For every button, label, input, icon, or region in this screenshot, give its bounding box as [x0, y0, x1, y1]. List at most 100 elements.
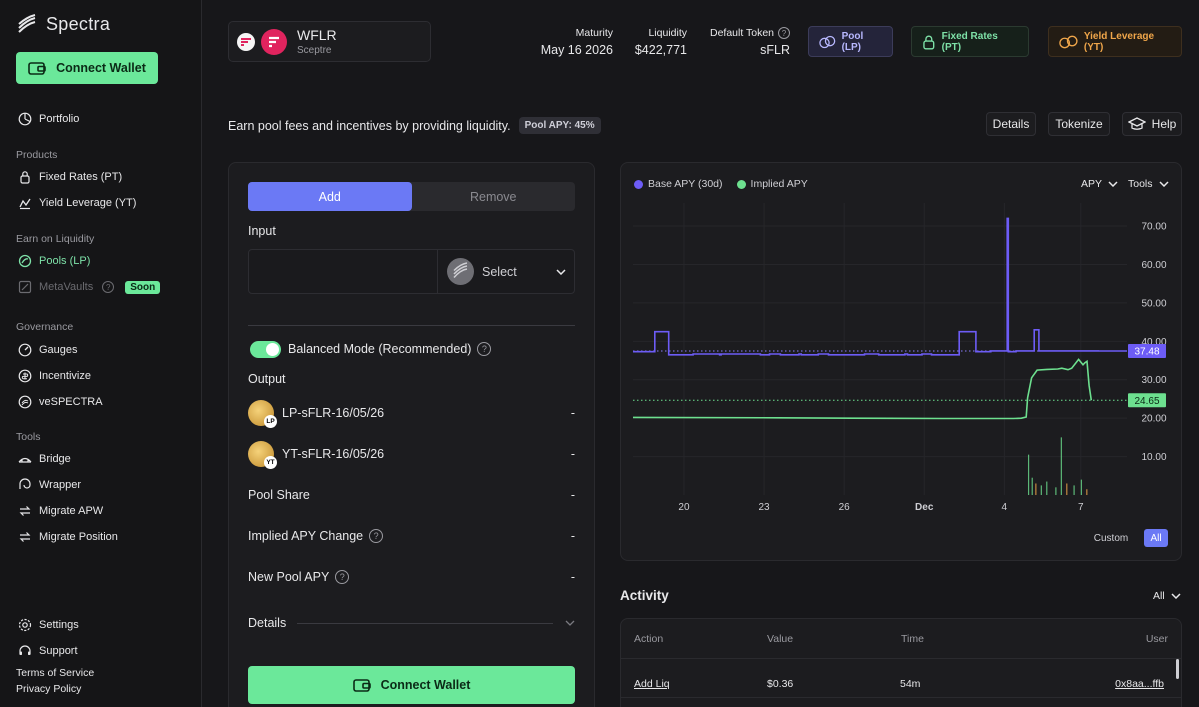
sidebar-item-metavaults: MetaVaults ? Soon: [18, 280, 161, 294]
volume-bar: [1055, 487, 1057, 495]
help-button-label: Help: [1151, 117, 1177, 131]
activity-filter-label: All: [1153, 590, 1165, 602]
metric-select[interactable]: APY: [1081, 178, 1118, 190]
mode-yt-button[interactable]: Yield Leverage (YT): [1048, 26, 1182, 57]
help-icon[interactable]: ?: [102, 281, 115, 293]
mode-yt-label: Yield Leverage (YT): [1083, 30, 1155, 53]
legend-item-implied-apy[interactable]: Implied APY: [736, 178, 808, 190]
implied-apy-change-value: -: [570, 529, 575, 543]
chevron-down-icon: [1158, 181, 1169, 187]
portfolio-icon: [18, 112, 32, 126]
sidebar-section-governance: Governance: [16, 321, 74, 333]
app-name: Spectra: [46, 13, 111, 34]
sidebar-item-label: Incentivize: [39, 370, 91, 382]
sceptre-token-icon: [261, 28, 287, 55]
help-icon[interactable]: ?: [335, 570, 350, 584]
table-header: Action Value Time User: [621, 619, 1181, 659]
chevron-down-icon: [556, 268, 566, 275]
range-all-button[interactable]: All: [1144, 529, 1168, 547]
sidebar-section-tools: Tools: [16, 431, 41, 443]
gauge-icon: [18, 343, 32, 357]
column-header-value[interactable]: Value: [767, 632, 794, 645]
volume-bar: [1080, 479, 1082, 495]
sidebar-item-vespectra[interactable]: veSPECTRA: [18, 395, 103, 409]
asset-card[interactable]: WFLR Sceptre: [228, 21, 431, 62]
app-logo[interactable]: Spectra: [16, 13, 110, 35]
sidebar-connect-wallet-button[interactable]: Connect Wallet: [16, 52, 158, 84]
range-custom-button[interactable]: Custom: [1093, 532, 1129, 544]
apy-chart[interactable]: 70.00 60.00 50.00 40.00 30.00 20.00 10.00 20 23 2…: [621, 203, 1181, 543]
sidebar-item-wrapper[interactable]: Wrapper: [18, 478, 81, 492]
sidebar-item-incentivize[interactable]: Incentivize: [18, 369, 91, 383]
column-header-user[interactable]: User: [1145, 632, 1168, 645]
legend-dot: [736, 179, 746, 189]
mode-pt-button[interactable]: Fixed Rates (PT): [911, 26, 1029, 57]
page-subtitle: Earn pool fees and incentives by providi…: [228, 117, 601, 134]
terms-link[interactable]: Terms of Service: [16, 667, 95, 679]
balanced-mode-label: Balanced Mode (Recommended): [288, 342, 472, 356]
volume-bar: [1040, 485, 1042, 495]
migrate-icon: [19, 506, 31, 516]
help-icon[interactable]: ?: [477, 342, 492, 356]
balanced-mode-row: Balanced Mode (Recommended) ?: [288, 342, 492, 356]
legend-dot: [634, 179, 643, 189]
activity-filter[interactable]: All: [1153, 590, 1181, 602]
liquidity-value: $422,771: [634, 43, 687, 57]
default-token-value[interactable]: sFLR: [760, 43, 790, 57]
help-icon[interactable]: ?: [778, 27, 790, 39]
legend-label: Implied APY: [750, 178, 808, 190]
privacy-link[interactable]: Privacy Policy: [16, 683, 82, 695]
volume-bar: [1046, 481, 1048, 495]
tools-menu[interactable]: Tools: [1128, 178, 1169, 190]
amount-input[interactable]: [249, 250, 437, 293]
subtitle-text: Earn pool fees and incentives by providi…: [228, 118, 511, 133]
volume-bar: [1027, 454, 1030, 495]
details-expander[interactable]: Details: [248, 616, 575, 630]
y-tick-label: 10.00: [1141, 452, 1166, 463]
help-icon[interactable]: ?: [369, 529, 384, 543]
details-divider: [297, 623, 553, 624]
scrollbar[interactable]: [1176, 659, 1179, 679]
yt-token-icon: YT: [248, 441, 277, 469]
sidebar-item-migrate-apw[interactable]: Migrate APW: [18, 504, 103, 518]
details-button[interactable]: Details: [986, 112, 1036, 136]
pool-share-row: Pool Share -: [248, 488, 575, 502]
sidebar-item-bridge[interactable]: Bridge: [18, 452, 71, 466]
sidebar-item-yield-leverage[interactable]: Yield Leverage (YT): [18, 196, 136, 210]
sidebar-item-settings[interactable]: Settings: [18, 618, 79, 632]
tokenize-button[interactable]: Tokenize: [1048, 112, 1110, 136]
sidebar-item-label: Migrate APW: [39, 505, 104, 517]
mode-pool-button[interactable]: Pool (LP): [808, 26, 893, 57]
sidebar-item-pools[interactable]: Pools (LP): [18, 254, 90, 268]
apy-chart-panel: Base APY (30d) Implied APY APY Tools 70.…: [620, 162, 1182, 561]
balanced-mode-toggle[interactable]: [250, 341, 281, 358]
help-button[interactable]: Help: [1122, 112, 1182, 136]
sidebar: Spectra Connect Wallet Portfolio Product…: [0, 0, 202, 707]
implied-apy-value-badge-bg: [1128, 393, 1166, 408]
sidebar-item-gauges[interactable]: Gauges: [18, 343, 78, 357]
liquidity-stat: Liquidity $422,771: [630, 27, 687, 57]
connect-wallet-button[interactable]: Connect Wallet: [248, 666, 575, 704]
tab-remove[interactable]: Remove: [469, 189, 517, 204]
sidebar-item-migrate-position[interactable]: Migrate Position: [18, 530, 118, 544]
column-header-time[interactable]: Time: [901, 632, 924, 645]
sidebar-item-fixed-rates[interactable]: Fixed Rates (PT): [18, 170, 122, 184]
lock-icon: [20, 171, 30, 184]
yield-icon: [19, 198, 31, 210]
input-box: Select: [248, 249, 575, 294]
details-label: Details: [248, 616, 287, 630]
column-header-action[interactable]: Action: [634, 632, 664, 645]
tab-add[interactable]: Add: [248, 182, 412, 211]
sidebar-item-label: Bridge: [39, 453, 71, 465]
legend-item-base-apy[interactable]: Base APY (30d): [634, 178, 723, 190]
sidebar-item-support[interactable]: Support: [18, 644, 78, 658]
sidebar-item-label: Pools (LP): [39, 255, 91, 267]
x-tick-label: 23: [758, 502, 770, 513]
implied-apy-change-row: Implied APY Change ? -: [248, 529, 575, 543]
y-tick-label: 20.00: [1141, 414, 1166, 425]
sidebar-item-portfolio[interactable]: Portfolio: [18, 112, 79, 126]
token-select[interactable]: Select: [437, 250, 575, 293]
x-tick-label: Dec: [915, 502, 934, 513]
row-user[interactable]: 0x8aa...ffb: [1115, 677, 1164, 690]
row-action[interactable]: Add Liq: [634, 677, 670, 690]
